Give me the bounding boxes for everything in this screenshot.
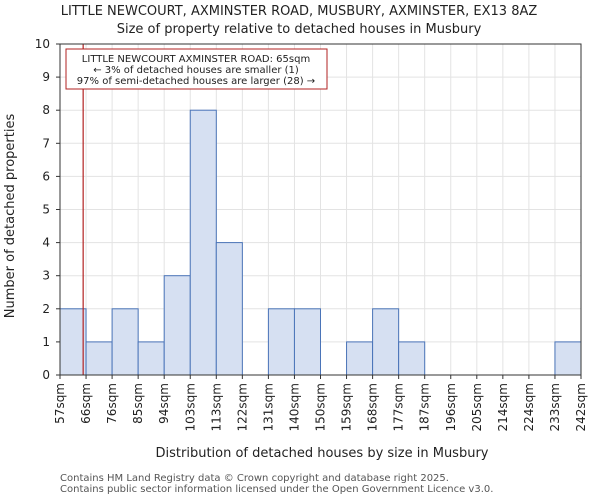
y-tick-label-10: 10 xyxy=(35,37,50,51)
bar-5 xyxy=(189,109,217,376)
x-tick-label-0: 57sqm xyxy=(53,383,67,424)
x-tick-label-2: 76sqm xyxy=(105,383,119,424)
y-tick-label-7: 7 xyxy=(42,136,50,150)
bar-19 xyxy=(554,341,582,376)
bar-12 xyxy=(372,308,400,376)
x-tick-label-17: 214sqm xyxy=(496,383,510,431)
x-tick-label-12: 168sqm xyxy=(366,383,380,431)
x-tick-label-16: 205sqm xyxy=(470,383,484,431)
x-tick-label-11: 159sqm xyxy=(340,383,354,431)
chart-title: LITTLE NEWCOURT, AXMINSTER ROAD, MUSBURY… xyxy=(61,4,538,19)
x-axis-label: Distribution of detached houses by size … xyxy=(156,446,489,461)
x-tick-label-5: 103sqm xyxy=(183,383,197,431)
y-tick-label-4: 4 xyxy=(42,236,50,250)
chart-subtitle: Size of property relative to detached ho… xyxy=(117,22,482,37)
x-tick-label-20: 242sqm xyxy=(574,383,588,431)
bar-0 xyxy=(59,308,87,376)
footer-line-2: Contains public sector information licen… xyxy=(60,484,494,495)
x-tick-label-19: 233sqm xyxy=(548,383,562,431)
x-tick-label-4: 94sqm xyxy=(157,383,171,424)
x-tick-label-7: 122sqm xyxy=(235,383,249,431)
y-tick-label-3: 3 xyxy=(42,269,50,283)
y-axis-label: Number of detached properties xyxy=(3,114,18,319)
y-tick-label-8: 8 xyxy=(42,103,50,117)
bars xyxy=(59,109,582,376)
y-tick-label-6: 6 xyxy=(42,169,50,183)
x-tick-label-8: 131sqm xyxy=(261,383,275,431)
bar-13 xyxy=(398,341,426,376)
x-tick-label-6: 113sqm xyxy=(209,383,223,431)
bar-2 xyxy=(111,308,139,376)
y-tick-label-5: 5 xyxy=(42,203,50,217)
x-ticks: 57sqm 66sqm 76sqm 85sqm 94sqm 103sqm 113sqm 122… xyxy=(53,375,588,431)
bar-4 xyxy=(163,275,191,376)
bar-1 xyxy=(85,341,113,376)
annotation-line-3: 97% of semi-detached houses are larger (… xyxy=(77,76,315,87)
x-tick-label-1: 66sqm xyxy=(79,383,93,424)
bar-8 xyxy=(267,308,295,376)
annotation-line-2: ← 3% of detached houses are smaller (1) xyxy=(93,65,299,76)
footer-line-1: Contains HM Land Registry data © Crown c… xyxy=(60,473,449,484)
x-tick-label-9: 140sqm xyxy=(287,383,301,431)
annotation-border xyxy=(65,48,328,90)
y-ticks: 0 1 2 3 4 5 6 7 8 9 10 xyxy=(35,37,60,382)
y-tick-label-1: 1 xyxy=(42,335,50,349)
x-tick-label-18: 224sqm xyxy=(522,383,536,431)
y-tick-label-9: 9 xyxy=(42,70,50,84)
y-tick-label-2: 2 xyxy=(42,302,50,316)
bar-6 xyxy=(215,242,243,376)
x-tick-label-15: 196sqm xyxy=(444,383,458,431)
x-tick-label-13: 177sqm xyxy=(392,383,406,431)
x-tick-label-10: 150sqm xyxy=(314,383,328,431)
bar-9 xyxy=(293,308,322,376)
x-tick-label-14: 187sqm xyxy=(418,383,432,431)
bar-3 xyxy=(137,341,165,376)
x-tick-label-3: 85sqm xyxy=(131,383,145,424)
annotation-box: LITTLE NEWCOURT AXMINSTER ROAD: 65sqm ← … xyxy=(65,48,328,90)
bar-11 xyxy=(346,341,374,376)
annotation-line-1: LITTLE NEWCOURT AXMINSTER ROAD: 65sqm xyxy=(82,54,310,65)
y-tick-label-0: 0 xyxy=(42,368,50,382)
